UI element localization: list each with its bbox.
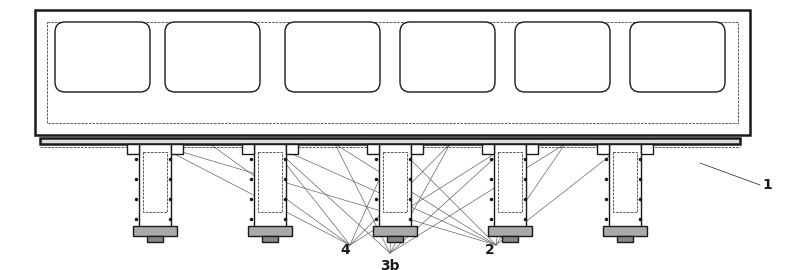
Bar (609, 144, 641, 234)
Bar (242, 144, 254, 154)
Bar (133, 226, 177, 236)
Text: 4: 4 (340, 243, 350, 257)
Bar (498, 152, 522, 212)
Bar (482, 144, 494, 154)
FancyBboxPatch shape (515, 22, 610, 92)
Bar (262, 236, 278, 242)
Bar (258, 152, 282, 212)
Bar (286, 144, 298, 154)
Bar (411, 144, 423, 154)
Text: 2: 2 (485, 243, 495, 257)
FancyBboxPatch shape (630, 22, 725, 92)
Bar (367, 144, 379, 154)
Bar (488, 226, 532, 236)
Bar (171, 144, 183, 154)
Bar (147, 236, 163, 242)
Bar (502, 236, 518, 242)
Text: 3b: 3b (380, 259, 400, 270)
Bar (379, 144, 411, 234)
Bar (127, 144, 139, 154)
Bar (143, 152, 167, 212)
Bar (387, 236, 403, 242)
FancyBboxPatch shape (165, 22, 260, 92)
Bar (35, 10, 750, 135)
Bar (617, 236, 633, 242)
Bar (597, 144, 609, 154)
FancyBboxPatch shape (55, 22, 150, 92)
Bar (383, 152, 407, 212)
Bar (254, 144, 286, 234)
FancyBboxPatch shape (285, 22, 380, 92)
Bar (248, 226, 292, 236)
Bar (613, 152, 637, 212)
Bar (494, 144, 526, 234)
Bar (373, 226, 417, 236)
FancyBboxPatch shape (400, 22, 495, 92)
Bar (40, 138, 740, 144)
Bar (139, 144, 171, 234)
Bar (603, 226, 647, 236)
Bar (47, 22, 738, 123)
Text: 1: 1 (762, 178, 772, 192)
Bar (641, 144, 653, 154)
Bar (526, 144, 538, 154)
